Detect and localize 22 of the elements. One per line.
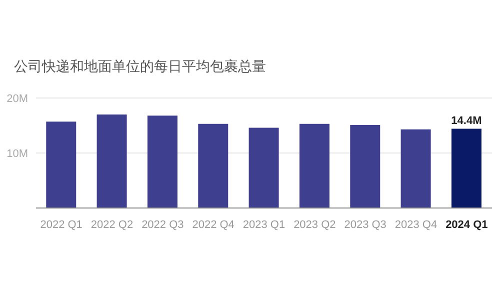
x-tick-label: 2023 Q4 [394, 219, 438, 231]
x-tick-label: 2023 Q1 [242, 219, 286, 231]
bar [451, 128, 482, 208]
x-tick-label: 2023 Q2 [294, 219, 336, 231]
chart-title: 公司快递和地面单位的每日平均包裹总量 [14, 58, 266, 76]
bar [147, 116, 178, 208]
bar [400, 129, 431, 208]
bar [46, 122, 76, 208]
bar [350, 124, 380, 208]
x-tick-label: 2024 Q1 [446, 219, 488, 231]
x-tick-label: 2022 Q1 [40, 219, 82, 231]
x-tick-label: 2022 Q4 [192, 219, 234, 231]
bar [299, 124, 330, 208]
y-tick-label: 20M [6, 92, 28, 105]
bar [96, 114, 127, 208]
bar [248, 128, 279, 208]
x-tick-label: 2022 Q3 [142, 219, 184, 231]
x-tick-label: 2022 Q2 [90, 219, 134, 231]
y-tick-label: 10M [6, 148, 28, 160]
x-tick-label: 2023 Q3 [344, 219, 386, 231]
data-label: 14.4M [451, 114, 482, 127]
bar [198, 124, 228, 208]
